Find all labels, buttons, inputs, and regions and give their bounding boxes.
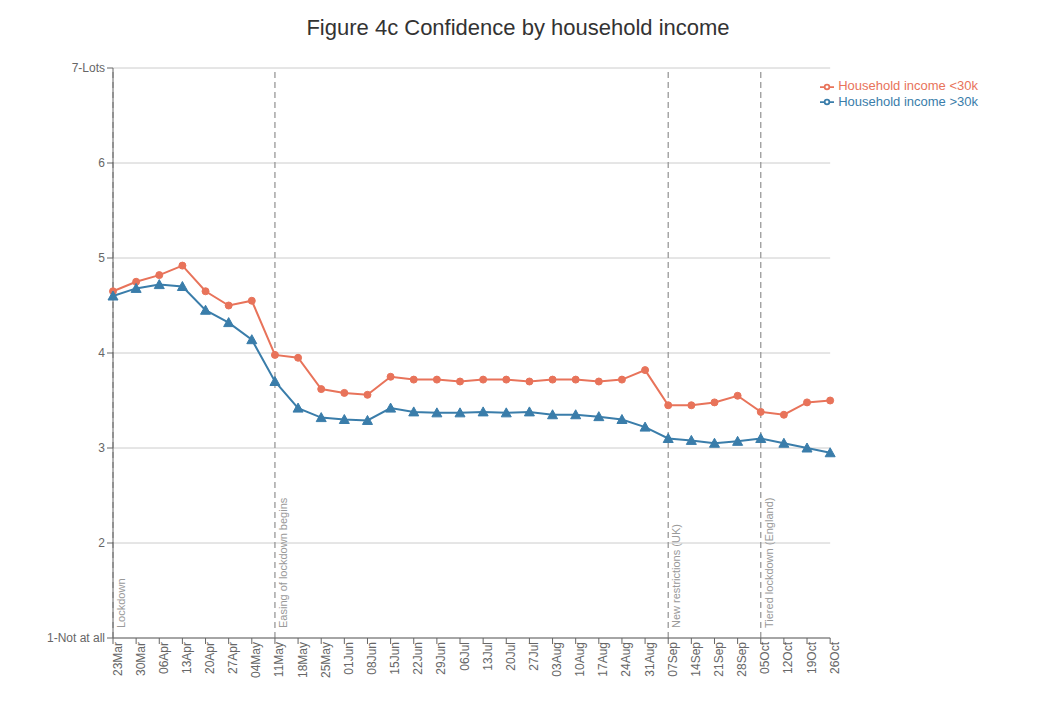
svg-text:22Jun: 22Jun — [411, 642, 425, 675]
svg-text:21Sep: 21Sep — [712, 642, 726, 677]
svg-text:05Oct: 05Oct — [758, 641, 772, 674]
svg-text:14Sep: 14Sep — [689, 642, 703, 677]
html-text:Household income >30k: Household income >30k — [838, 93, 978, 109]
svg-text:18May: 18May — [296, 642, 310, 678]
svg-text:15Jun: 15Jun — [388, 642, 402, 675]
svg-text:03Aug: 03Aug — [550, 642, 564, 677]
svg-text:07Sep: 07Sep — [666, 642, 680, 677]
svg-text:04May: 04May — [249, 642, 263, 678]
svg-text:11May: 11May — [272, 642, 286, 677]
svg-text:12Oct: 12Oct — [781, 641, 795, 674]
svg-text:31Aug: 31Aug — [643, 642, 657, 677]
svg-text:5: 5 — [98, 251, 105, 265]
svg-text:06Apr: 06Apr — [157, 642, 171, 674]
svg-text:19Oct: 19Oct — [805, 641, 819, 674]
svg-text:08Jun: 08Jun — [365, 642, 379, 675]
svg-text:06Jul: 06Jul — [458, 642, 472, 671]
svg-text:29Jun: 29Jun — [434, 642, 448, 675]
svg-text:28Sep: 28Sep — [735, 642, 749, 677]
svg-text:2: 2 — [98, 536, 105, 550]
svg-text:26Oct: 26Oct — [828, 641, 842, 674]
svg-text:17Aug: 17Aug — [596, 642, 610, 677]
svg-text:7-Lots: 7-Lots — [72, 61, 105, 75]
svg-text:01Jun: 01Jun — [342, 642, 356, 675]
svg-text:Easing of lockdown begins: Easing of lockdown begins — [277, 497, 289, 628]
svg-text:20Apr: 20Apr — [203, 642, 217, 674]
svg-text:13Jul: 13Jul — [481, 642, 495, 671]
svg-text:4: 4 — [98, 346, 105, 360]
svg-text:27Jul: 27Jul — [527, 642, 541, 671]
svg-text:20Jul: 20Jul — [504, 642, 518, 671]
svg-text:Lockdown: Lockdown — [115, 578, 127, 628]
html-text:Figure 4c Confidence by househ: Figure 4c Confidence by household income — [306, 15, 730, 40]
svg-text:25May: 25May — [319, 642, 333, 678]
svg-text:13Apr: 13Apr — [180, 642, 194, 674]
svg-text:23Mar: 23Mar — [111, 642, 125, 676]
svg-text:10Aug: 10Aug — [573, 642, 587, 677]
svg-text:27Apr: 27Apr — [226, 642, 240, 674]
svg-text:1-Not at all: 1-Not at all — [47, 631, 105, 645]
html-text:Household income <30k: Household income <30k — [838, 78, 978, 93]
svg-text:New restrictions (UK): New restrictions (UK) — [670, 524, 682, 628]
svg-text:6: 6 — [98, 156, 105, 170]
svg-text:3: 3 — [98, 441, 105, 455]
svg-text:30Mar: 30Mar — [134, 642, 148, 676]
svg-text:24Aug: 24Aug — [619, 642, 633, 677]
svg-text:Tiered lockdown (England): Tiered lockdown (England) — [763, 498, 775, 628]
